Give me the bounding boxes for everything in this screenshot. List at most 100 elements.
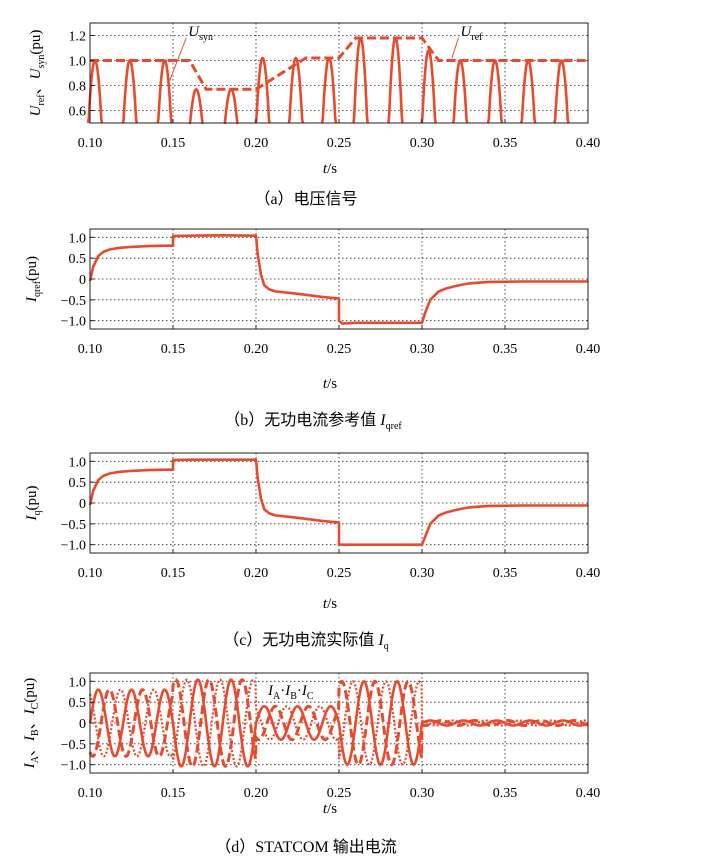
y-tick-label: −1.0: [61, 539, 86, 554]
series-u-syn-pulse: [121, 59, 139, 124]
annotations-a: Usyn Uref: [169, 24, 483, 81]
x-ticks-c: 0.10 0.15 0.20 0.25 0.30 0.35 0.40: [78, 549, 601, 581]
x-tick-label: 0.15: [161, 786, 186, 801]
series-u-syn-pulse: [553, 59, 570, 124]
data-d: [88, 678, 589, 768]
x-tick-label: 0.20: [244, 136, 269, 151]
x-tick-label: 0.35: [493, 786, 518, 801]
annotation-leader: [451, 37, 459, 59]
x-tick-label: 0.20: [244, 566, 269, 581]
x-tick-label: 0.30: [410, 342, 435, 357]
x-tick-label: 0.40: [576, 136, 601, 151]
y-ticks-d: 1.0 0.5 0 −0.5 −1.0: [61, 675, 94, 774]
y-tick-label: 0.5: [69, 252, 87, 267]
x-axis-label-b: t/s: [323, 376, 337, 392]
y-tick-label: 0.6: [69, 105, 87, 120]
y-tick-label: −0.5: [61, 294, 86, 309]
x-tick-label: 0.20: [244, 786, 269, 801]
y-tick-label: 0: [79, 273, 86, 288]
y-tick-label: 1.0: [69, 675, 87, 690]
data-a: [86, 36, 588, 125]
x-axis-label-a: t/s: [323, 161, 337, 177]
series-u-syn-pulse: [156, 59, 173, 124]
x-tick-label: 0.10: [78, 566, 103, 581]
series-u-syn-pulse: [188, 88, 204, 125]
x-tick-label: 0.15: [161, 136, 186, 151]
y-ticks-c: 1.0 0.5 0 −0.5 −1.0: [61, 455, 94, 554]
chart-voltage-signal: 1.2 1.0 0.8 0.6 0.10 0.15 0.20 0.25 0.30 0.35 0.4…: [28, 22, 601, 208]
y-tick-label: 1.0: [69, 455, 87, 470]
chart-reactive-current-reference: 1.0 0.5 0 −0.5 −1.0 0.10 0.15 0.20 0.25 0.30 0.35…: [24, 228, 601, 432]
y-tick-label: 0.8: [69, 80, 87, 95]
series-i-q-line: [88, 458, 588, 547]
x-tick-label: 0.25: [327, 786, 352, 801]
chart-statcom-output-current: 1.0 0.5 0 −0.5 −1.0 0.10 0.15 0.20 0.25 0.30 0.35…: [22, 672, 601, 856]
y-tick-label: −1.0: [61, 759, 86, 774]
y-tick-label: 1.2: [69, 30, 87, 45]
x-tick-label: 0.25: [327, 566, 352, 581]
x-tick-label: 0.15: [161, 342, 186, 357]
caption-c: （c）无功电流实际值 Iq: [223, 631, 388, 652]
x-axis-label-c: t/s: [323, 596, 337, 612]
series-u-ref-line: [90, 36, 588, 91]
caption-d: （d）STATCOM 输出电流: [215, 838, 396, 856]
y-tick-label: 0.5: [69, 476, 87, 491]
annotation-leader: [169, 37, 187, 81]
y-tick-label: 1.0: [69, 55, 87, 70]
series-u-syn-pulse: [387, 36, 404, 124]
grid-a: [90, 23, 588, 123]
x-tick-label: 0.40: [576, 786, 601, 801]
x-tick-label: 0.40: [576, 342, 601, 357]
y-tick-label: 0.5: [69, 696, 87, 711]
x-tick-label: 0.20: [244, 342, 269, 357]
x-ticks-b: 0.10 0.15 0.20 0.25 0.30 0.35 0.40: [78, 325, 601, 357]
x-tick-label: 0.35: [493, 566, 518, 581]
series-u-syn-pulse: [223, 88, 239, 125]
x-tick-label: 0.10: [78, 342, 103, 357]
x-ticks-a: 0.10 0.15 0.20 0.25 0.30 0.35 0.40: [78, 119, 601, 151]
x-tick-label: 0.15: [161, 566, 186, 581]
y-axis-label-b: Iqref(pu): [24, 256, 43, 303]
legend-label-d: IA·IB·IC: [267, 683, 314, 702]
x-tick-label: 0.25: [327, 136, 352, 151]
series-u-syn-pulse: [520, 59, 537, 124]
series-u-syn-pulse: [486, 59, 504, 124]
series-u-syn-pulse: [320, 56, 338, 124]
y-tick-label: −1.0: [61, 315, 86, 330]
y-axis-label-a: Uref、Usyn(pu): [28, 30, 47, 117]
annotation-label: Usyn: [188, 24, 213, 43]
chart-reactive-current-actual: 1.0 0.5 0 −0.5 −1.0 0.10 0.15 0.20 0.25 0.30 0.35…: [24, 452, 601, 652]
data-b: [88, 234, 588, 325]
x-tick-label: 0.40: [576, 566, 601, 581]
x-tick-label: 0.10: [78, 136, 103, 151]
series-u-syn-pulse: [420, 49, 437, 124]
series-i-qref-line: [88, 234, 588, 325]
x-ticks-d: 0.10 0.15 0.20 0.25 0.30 0.35 0.40: [78, 769, 601, 801]
y-ticks-a: 1.2 1.0 0.8 0.6: [69, 30, 94, 120]
y-tick-label: 0: [79, 717, 86, 732]
x-tick-label: 0.25: [327, 342, 352, 357]
series-u-syn-pulse: [451, 59, 469, 124]
x-tick-label: 0.35: [493, 342, 518, 357]
y-axis-label-d: IA、IB、IC(pu): [22, 678, 41, 770]
y-axis-label-c: Iq(pu): [24, 486, 43, 522]
series-i-c-line: [88, 678, 589, 768]
x-axis-label-d: t/s: [323, 801, 337, 817]
y-tick-label: −0.5: [61, 738, 86, 753]
series-i-a-line: [88, 678, 589, 768]
series-u-syn-pulse: [287, 56, 305, 124]
x-tick-label: 0.10: [78, 786, 103, 801]
x-tick-label: 0.35: [493, 136, 518, 151]
y-ticks-b: 1.0 0.5 0 −0.5 −1.0: [61, 231, 94, 330]
series-i-b-line: [88, 678, 589, 768]
y-tick-label: 0: [79, 497, 86, 512]
caption-b: （b）无功电流参考值 Iqref: [224, 411, 402, 432]
x-tick-label: 0.30: [410, 786, 435, 801]
y-tick-label: −0.5: [61, 518, 86, 533]
series-u-syn-pulse: [352, 36, 369, 124]
series-u-syn-pulse: [254, 56, 271, 124]
data-c: [88, 458, 588, 547]
x-tick-label: 0.30: [410, 136, 435, 151]
y-tick-label: 1.0: [69, 231, 87, 246]
